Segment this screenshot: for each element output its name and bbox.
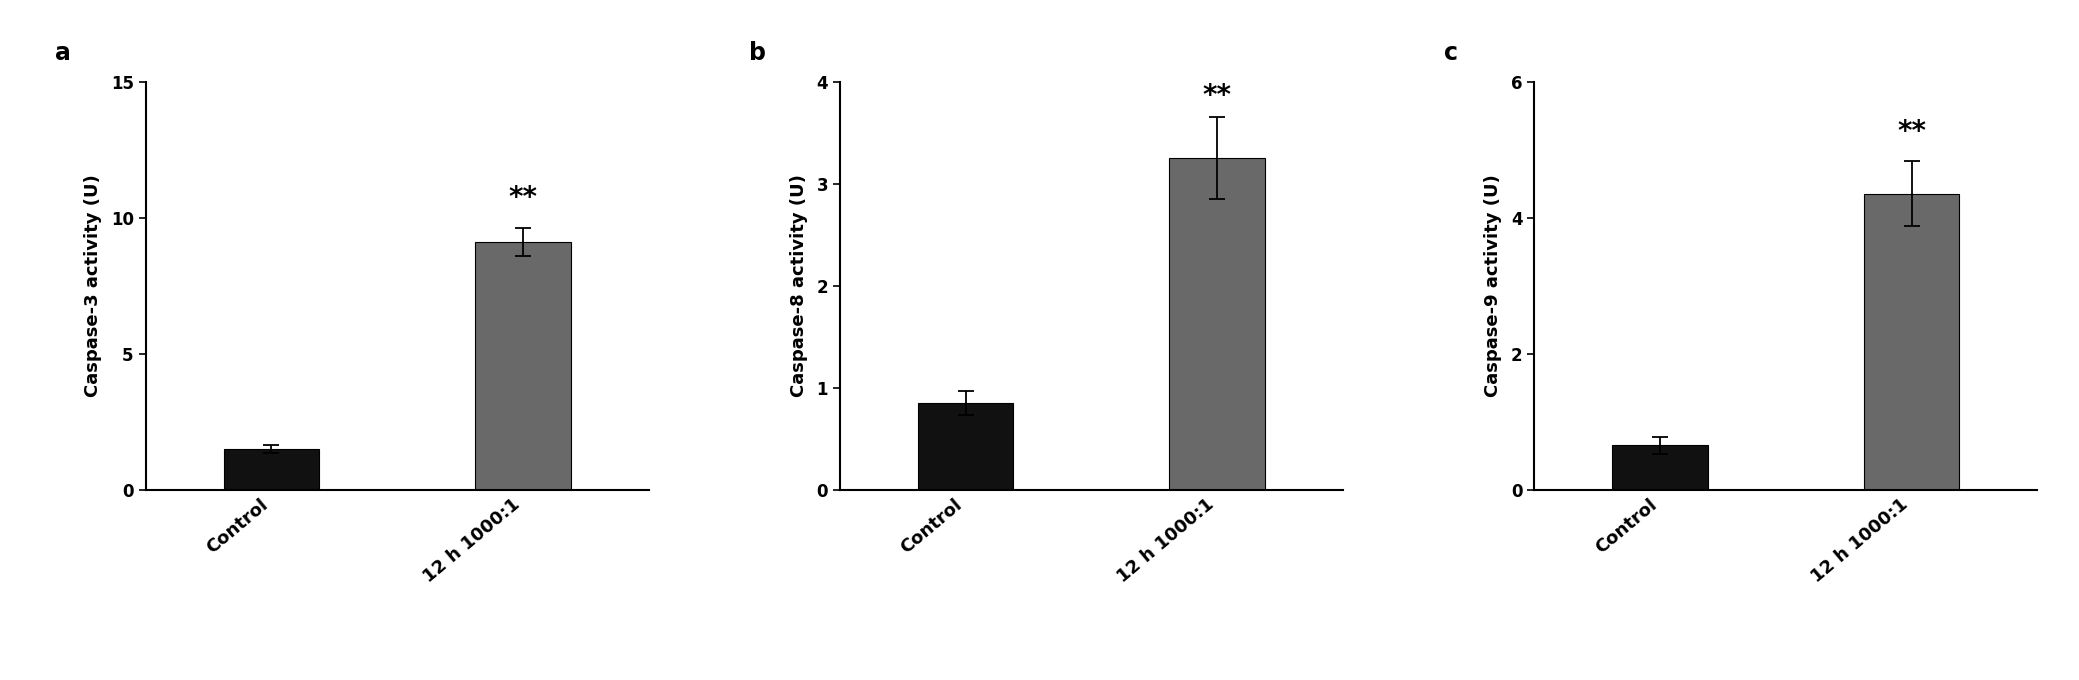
Text: **: ** — [509, 184, 536, 212]
Bar — [225, 449, 318, 490]
Bar — [1865, 194, 1958, 490]
Text: **: ** — [1204, 82, 1231, 110]
Text: c: c — [1443, 41, 1457, 65]
Y-axis label: Caspase-8 activity (U): Caspase-8 activity (U) — [790, 174, 809, 397]
Bar — [1611, 445, 1707, 490]
Text: **: ** — [1898, 118, 1925, 146]
Y-axis label: Caspase-9 activity (U): Caspase-9 activity (U) — [1484, 174, 1503, 397]
Y-axis label: Caspase-3 activity (U): Caspase-3 activity (U) — [85, 174, 102, 397]
Text: b: b — [748, 41, 767, 65]
Bar — [1170, 158, 1264, 490]
Bar — [919, 403, 1012, 490]
Bar — [476, 242, 572, 490]
Text: a: a — [54, 41, 71, 65]
